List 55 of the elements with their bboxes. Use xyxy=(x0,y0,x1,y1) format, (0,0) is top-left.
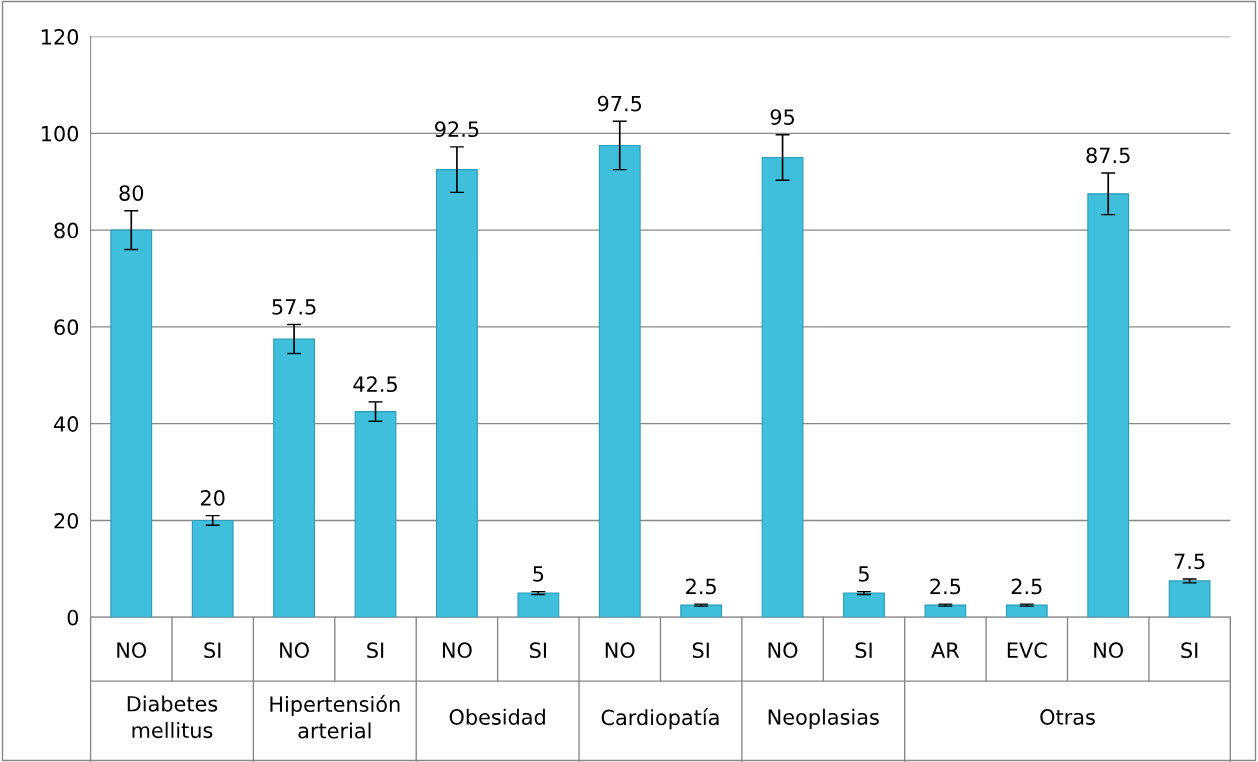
x-tick-label: EVC xyxy=(1007,642,1047,659)
x-tick-label: NO xyxy=(1094,642,1124,659)
bar xyxy=(191,519,234,618)
data-label: 80 xyxy=(119,185,144,201)
y-tick-label: 100 xyxy=(41,125,79,142)
text: Diabetes mellitus xyxy=(127,695,218,739)
data-label: 5 xyxy=(858,566,869,582)
data-label: 87.5 xyxy=(1086,147,1130,164)
data-label: 5 xyxy=(533,566,544,582)
text: Otras xyxy=(1040,709,1095,725)
data-label: 95 xyxy=(770,109,794,125)
data-label: 2.5 xyxy=(930,578,961,595)
data-label: 92.5 xyxy=(435,121,479,138)
x-tick-label: SI xyxy=(1181,642,1198,659)
data-label: 7.5 xyxy=(1174,553,1205,570)
y-tick-label: 40 xyxy=(53,416,79,432)
bar xyxy=(843,592,885,618)
y-tick-label: 80 xyxy=(54,222,79,239)
data-label: 2.5 xyxy=(1011,578,1042,595)
x-tick-label: NO xyxy=(442,642,472,659)
bar xyxy=(354,411,397,618)
bar xyxy=(110,229,153,618)
data-label: 57.5 xyxy=(272,299,316,315)
x-tick-label: SI xyxy=(367,642,384,659)
y-tick-label: 20 xyxy=(54,512,79,529)
data-label: 2.5 xyxy=(686,578,716,595)
text: Hipertensión arterial xyxy=(270,695,400,739)
data-label: 42.5 xyxy=(353,376,397,393)
bar xyxy=(924,604,967,618)
x-tick-label: SI xyxy=(692,642,709,659)
bar xyxy=(761,156,804,618)
bar xyxy=(598,144,641,618)
data-label: 97.5 xyxy=(597,95,642,112)
bar xyxy=(1087,193,1130,618)
x-tick-label: SI xyxy=(204,642,221,659)
text: Neoplasias xyxy=(768,708,879,729)
bar xyxy=(517,592,560,618)
y-tick-label: 60 xyxy=(54,319,79,336)
text: Cardiopatía xyxy=(601,708,719,730)
bar xyxy=(680,604,723,618)
x-tick-label: NO xyxy=(768,642,798,659)
bar xyxy=(436,169,478,618)
text: Obesidad xyxy=(449,708,545,725)
x-tick-label: SI xyxy=(855,642,872,659)
x-tick-label: NO xyxy=(280,642,309,659)
bar xyxy=(273,338,316,618)
x-tick-label: NO xyxy=(605,642,635,659)
data-label: 20 xyxy=(200,490,225,506)
y-tick-label: 0 xyxy=(67,609,79,626)
bar xyxy=(1005,604,1048,618)
x-tick-label: AR xyxy=(931,642,960,658)
y-tick-label: 120 xyxy=(41,29,79,45)
bar xyxy=(1168,580,1211,618)
x-tick-label: SI xyxy=(530,642,546,659)
x-tick-label: NO xyxy=(117,642,147,659)
